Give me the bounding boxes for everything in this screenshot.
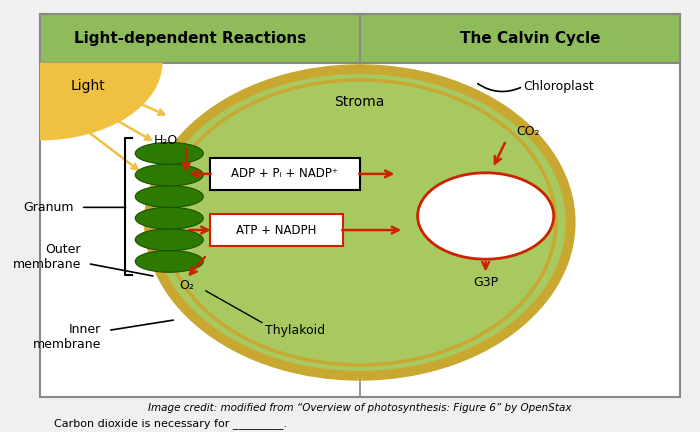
FancyBboxPatch shape [40,17,680,397]
Text: Light-dependent Reactions: Light-dependent Reactions [74,31,306,45]
Text: H₂O: H₂O [154,134,178,147]
Text: CO₂: CO₂ [517,125,540,138]
Text: Chloroplast: Chloroplast [523,80,594,93]
Ellipse shape [149,69,570,376]
Wedge shape [40,63,162,140]
Ellipse shape [135,143,203,164]
FancyBboxPatch shape [40,14,680,63]
Text: G3P: G3P [473,276,498,289]
Text: Thylakoid: Thylakoid [265,324,325,337]
Text: Outer
membrane: Outer membrane [13,243,80,271]
Ellipse shape [135,229,203,251]
Ellipse shape [135,207,203,229]
FancyBboxPatch shape [210,214,343,246]
Text: Stroma: Stroma [335,95,385,108]
Text: Image credit: modified from “Overview of photosynthesis: Figure 6” by OpenStax: Image credit: modified from “Overview of… [148,403,571,413]
Text: Inner
membrane: Inner membrane [33,323,102,351]
Text: The Calvin Cycle: The Calvin Cycle [460,31,600,45]
Ellipse shape [135,186,203,207]
Ellipse shape [135,251,203,272]
Text: ADP + Pᵢ + NADP⁺: ADP + Pᵢ + NADP⁺ [232,167,338,181]
Text: O₂: O₂ [178,279,194,292]
Text: Carbon dioxide is necessary for _________.: Carbon dioxide is necessary for ________… [54,418,287,429]
Ellipse shape [164,80,556,365]
Text: Granum: Granum [24,201,74,214]
Ellipse shape [135,164,203,186]
Text: Light: Light [70,79,105,93]
Text: ATP + NADPH: ATP + NADPH [236,223,316,237]
Circle shape [418,173,554,259]
FancyBboxPatch shape [210,158,360,190]
